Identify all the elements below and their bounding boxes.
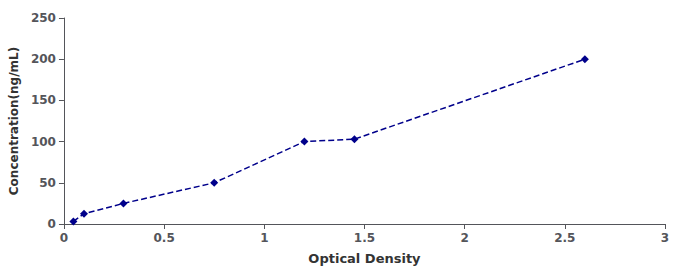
svg-text:Concentration(ng/mL): Concentration(ng/mL): [7, 47, 21, 195]
svg-text:0: 0: [60, 231, 68, 245]
svg-text:2: 2: [460, 231, 468, 245]
svg-text:0: 0: [48, 217, 56, 231]
svg-text:50: 50: [39, 176, 56, 190]
svg-text:3: 3: [661, 231, 669, 245]
svg-text:0.5: 0.5: [153, 231, 174, 245]
svg-text:1.5: 1.5: [354, 231, 375, 245]
svg-text:250: 250: [31, 11, 56, 25]
svg-text:2.5: 2.5: [554, 231, 575, 245]
svg-text:150: 150: [31, 93, 56, 107]
svg-text:1: 1: [260, 231, 268, 245]
svg-text:200: 200: [31, 52, 56, 66]
svg-text:100: 100: [31, 135, 56, 149]
svg-text:Optical Density: Optical Density: [308, 251, 421, 266]
